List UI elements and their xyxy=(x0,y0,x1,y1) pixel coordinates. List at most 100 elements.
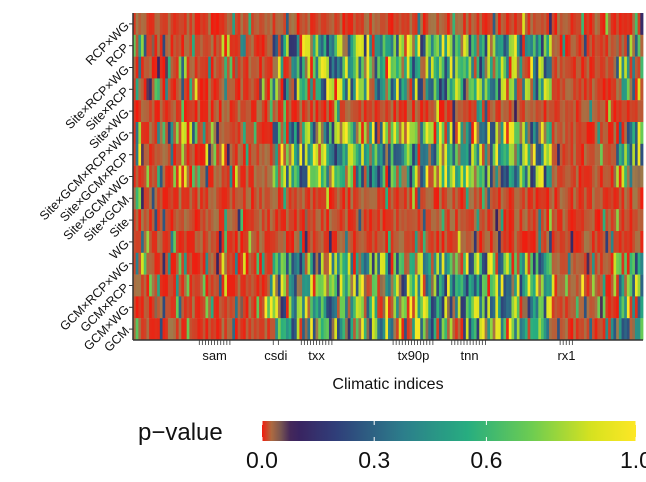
heatmap-cell xyxy=(184,187,188,210)
heatmap-cell xyxy=(159,296,163,319)
heatmap-cell xyxy=(200,100,204,123)
heatmap-cell xyxy=(441,274,445,297)
heatmap-cell xyxy=(479,78,483,101)
x-tick-label: rx1 xyxy=(557,348,575,363)
heatmap-cell xyxy=(146,100,150,123)
heatmap-cell xyxy=(396,318,400,341)
heatmap-cell xyxy=(283,231,287,253)
heatmap-cell xyxy=(514,252,518,275)
heatmap-cell xyxy=(616,122,620,144)
heatmap-cell xyxy=(159,231,163,253)
heatmap-cell xyxy=(535,296,539,319)
heatmap-cell xyxy=(259,13,263,35)
heatmap-cell xyxy=(342,143,346,166)
heatmap-cell xyxy=(337,56,341,79)
heatmap-cell xyxy=(401,78,405,101)
heatmap-cell xyxy=(213,78,217,101)
heatmap-cell xyxy=(586,165,590,188)
heatmap-cell xyxy=(291,209,295,232)
heatmap-cell xyxy=(299,231,303,253)
heatmap-cell xyxy=(562,100,566,123)
heatmap-cell xyxy=(616,100,620,123)
heatmap-cell xyxy=(602,122,606,144)
heatmap-cell xyxy=(294,318,298,341)
heatmap-cell xyxy=(554,209,558,232)
heatmap-cell xyxy=(436,209,440,232)
heatmap-cell xyxy=(379,296,384,319)
heatmap-cell xyxy=(167,252,171,275)
heatmap-cell xyxy=(398,34,402,57)
x-tick-label: tx90p xyxy=(398,348,430,363)
heatmap-cell xyxy=(192,252,196,275)
heatmap-cell xyxy=(460,143,464,166)
heatmap-cell xyxy=(235,274,239,297)
heatmap-cell xyxy=(218,165,222,188)
heatmap-cell xyxy=(331,13,335,35)
heatmap-cell xyxy=(602,231,606,253)
heatmap-cell xyxy=(146,78,150,101)
heatmap-cell xyxy=(586,13,590,35)
heatmap-cell xyxy=(629,122,633,144)
heatmap-cell xyxy=(371,231,375,253)
heatmap-cell xyxy=(275,318,279,341)
heatmap-cell xyxy=(624,100,628,123)
heatmap-cell xyxy=(406,274,410,297)
heatmap-cell xyxy=(414,318,418,341)
heatmap-cell xyxy=(159,78,163,101)
heatmap-cell xyxy=(396,274,400,297)
heatmap-cell xyxy=(146,122,150,144)
heatmap-cell xyxy=(600,209,604,232)
heatmap-cell xyxy=(194,78,198,101)
heatmap-cell xyxy=(551,296,555,319)
heatmap-cell xyxy=(506,78,510,101)
heatmap-cell xyxy=(286,100,290,123)
heatmap-cell xyxy=(213,165,217,188)
heatmap-cell xyxy=(202,187,206,210)
heatmap-cell xyxy=(205,165,209,188)
heatmap-cell xyxy=(551,100,555,123)
heatmap-cell xyxy=(221,78,225,101)
heatmap-cell xyxy=(414,209,418,232)
heatmap-cell xyxy=(514,187,518,210)
heatmap-cell xyxy=(519,143,523,166)
heatmap-cell xyxy=(323,318,327,341)
heatmap-cell xyxy=(516,122,520,144)
heatmap-cell xyxy=(524,13,528,35)
heatmap-cell xyxy=(524,165,528,188)
heatmap-cell xyxy=(261,318,265,341)
heatmap-cell xyxy=(514,209,518,232)
heatmap-cell xyxy=(444,100,448,123)
heatmap-cell xyxy=(181,122,185,144)
heatmap-cell xyxy=(181,318,185,341)
heatmap-cell xyxy=(363,274,367,297)
heatmap-cell xyxy=(583,56,588,79)
heatmap-cell xyxy=(492,122,496,144)
heatmap-cell xyxy=(433,252,437,275)
heatmap-cell xyxy=(192,231,196,253)
heatmap-cell xyxy=(439,209,443,232)
heatmap-cell xyxy=(409,252,413,275)
heatmap-cell xyxy=(197,252,201,275)
heatmap-cell xyxy=(538,165,542,188)
heatmap-cell xyxy=(409,56,413,79)
heatmap-cell xyxy=(288,143,292,166)
heatmap-cell xyxy=(288,56,292,79)
heatmap-cell xyxy=(473,187,477,210)
heatmap-cell xyxy=(565,252,569,275)
heatmap-cell xyxy=(248,165,252,188)
heatmap-cell xyxy=(554,296,558,319)
heatmap-cell xyxy=(481,187,486,210)
heatmap-cell xyxy=(463,318,467,341)
heatmap-cell xyxy=(425,100,429,123)
heatmap-cell xyxy=(624,318,628,341)
heatmap-cell xyxy=(178,56,182,79)
heatmap-cell xyxy=(425,274,429,297)
heatmap-cell xyxy=(452,13,456,35)
heatmap-cell xyxy=(433,165,437,188)
heatmap-cell xyxy=(320,318,324,341)
heatmap-cell xyxy=(476,100,480,123)
heatmap-cell xyxy=(294,143,298,166)
heatmap-cell xyxy=(409,78,413,101)
heatmap-cell xyxy=(532,252,537,275)
heatmap-cell xyxy=(256,187,260,210)
